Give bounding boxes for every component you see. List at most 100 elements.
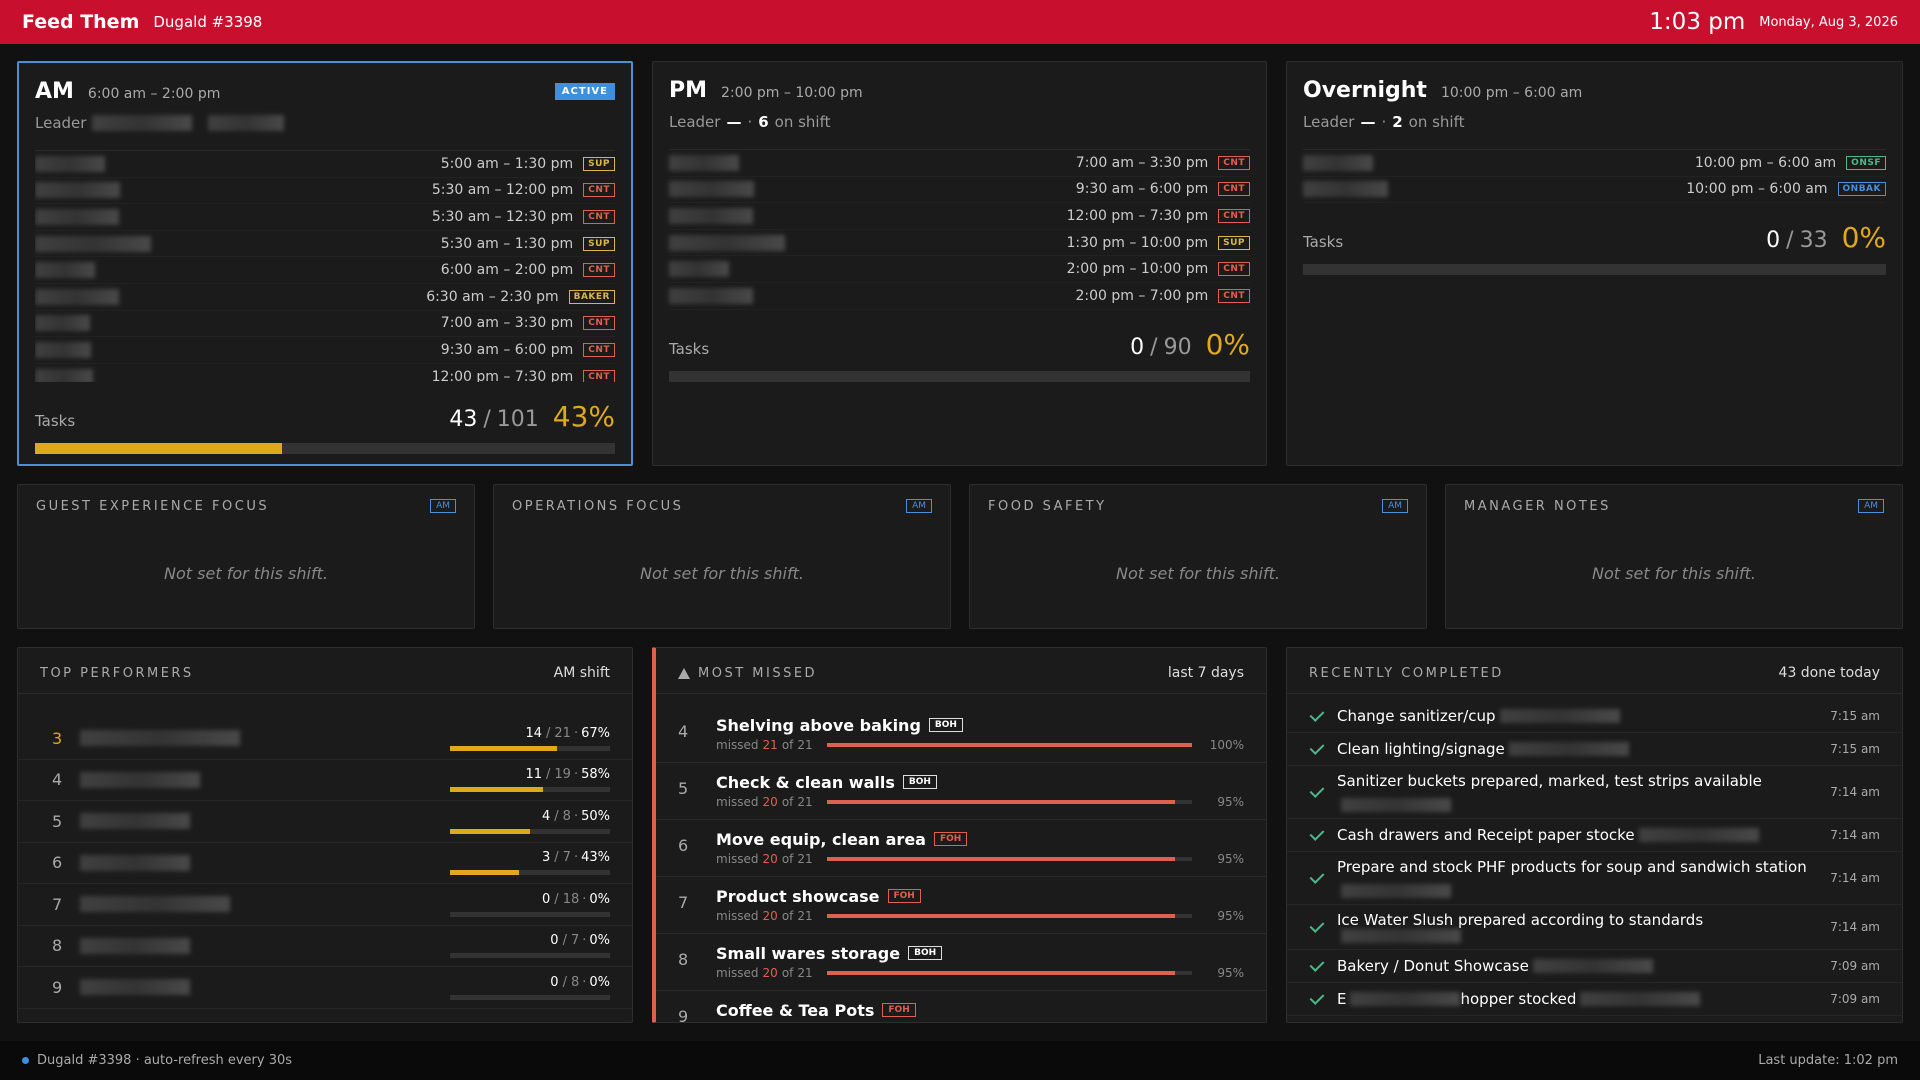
of-label: of: [781, 909, 794, 923]
bottom-row: TOP PERFORMERS AM shift 3 14/21 · 67% 4 11/19 · 5…: [17, 647, 1903, 1023]
score-track: [450, 745, 610, 751]
completed-time: 7:15 am: [1830, 709, 1880, 723]
task-title: Check & clean walls: [716, 772, 895, 792]
redacted: [35, 262, 95, 279]
missed-body: Coffee & Tea Pots FOH: [716, 997, 1244, 1022]
leader-label: Leader: [669, 113, 721, 131]
separator: ·: [1381, 113, 1387, 131]
of-label: of: [781, 738, 794, 752]
percent: 50%: [581, 808, 610, 824]
staff-time: 12:00 pm – 7:30 pm: [1066, 207, 1209, 224]
redacted: [35, 182, 120, 199]
staff-time: 5:00 am – 1:30 pm: [440, 155, 574, 172]
slash: /: [554, 850, 559, 866]
redacted: [80, 813, 190, 830]
redacted: [80, 896, 230, 913]
most-missed: MOST MISSED last 7 days 4 Shelving above ba…: [652, 647, 1267, 1023]
on-shift-count: 2: [1392, 113, 1403, 131]
area-tag: BOH: [928, 718, 963, 732]
task-text: Clean lighting/signage: [1337, 740, 1505, 758]
completed-text: Clean lighting/signage: [1337, 740, 1818, 758]
role-badge: ONBAK: [1837, 182, 1886, 197]
redacted: [1638, 828, 1759, 842]
date: Monday, Aug 3, 2026: [1759, 14, 1898, 30]
staff-time: 6:00 am – 2:00 pm: [440, 262, 574, 279]
missed-label: missed: [716, 966, 759, 980]
completed-text: Prepare and stock PHF products for soup …: [1337, 858, 1818, 898]
of-count: 21: [797, 909, 813, 923]
rank: 8: [52, 936, 63, 956]
missed-line: missed 20 of 21 95%: [716, 795, 1244, 809]
missed-track: [826, 914, 1192, 918]
staff-row: 2:00 pm – 7:00 pm CNT: [669, 283, 1250, 310]
shift-leader: Leader — · 2 on shift: [1303, 111, 1886, 133]
score-col: 4/8 · 50%: [450, 809, 610, 834]
progress-fill: [35, 443, 282, 454]
missed-row: 4 Shelving above baking BOH missed 21 of 21 100…: [656, 706, 1266, 763]
redacted: [35, 208, 119, 225]
progress-track: [669, 370, 1250, 382]
done: 3: [542, 850, 551, 866]
area-tag: FOH: [933, 832, 968, 846]
redacted: [208, 115, 285, 131]
missed-row: 9 Coffee & Tea Pots FOH: [656, 991, 1266, 1022]
separator: ·: [582, 974, 587, 990]
tasks-total: 33: [1799, 228, 1828, 254]
redacted: [669, 287, 753, 304]
separator: ·: [573, 808, 579, 824]
staff-row: 7:00 am – 3:30 pm CNT: [669, 150, 1250, 177]
staff-row: 12:00 pm – 7:30 pm CNT: [669, 203, 1250, 230]
of-label: of: [781, 852, 794, 866]
task-name: Move equip, clean area FOH: [716, 826, 1244, 852]
task-text: hopper stocked: [1460, 990, 1577, 1008]
completed-text: Change sanitizer/cup: [1337, 707, 1818, 725]
role-badge: BAKER: [568, 289, 615, 304]
missed-count: 20: [762, 852, 778, 866]
role-badge: CNT: [583, 369, 615, 382]
completed-time: 7:09 am: [1830, 992, 1880, 1006]
completed-row: Sanitizer buckets prepared, marked, test…: [1287, 766, 1902, 819]
tasks-row: Tasks 0/90 0%: [669, 328, 1250, 361]
panel-head: RECENTLY COMPLETED 43 done today: [1287, 648, 1902, 694]
task-text: Cash drawers and Receipt paper stocke: [1337, 826, 1635, 844]
redacted: [80, 771, 200, 788]
staff-time: 7:00 am – 3:30 pm: [440, 315, 574, 332]
slash: /: [554, 808, 559, 824]
area-tag: FOH: [887, 889, 921, 903]
task-name: Product showcase FOH: [716, 883, 1244, 909]
percent: 58%: [581, 767, 610, 783]
separator: ·: [573, 850, 579, 866]
slash: /: [562, 933, 567, 949]
slash: /: [546, 725, 551, 741]
staff-time: 5:30 am – 12:30 pm: [431, 208, 574, 225]
missed-label: missed: [716, 909, 759, 923]
rank: 6: [678, 836, 689, 855]
slash: /: [546, 767, 551, 783]
tasks-percent: 43%: [552, 400, 615, 433]
panel-scope: last 7 days: [1167, 665, 1244, 681]
score-track: [450, 870, 610, 876]
staff-time: 12:00 pm – 7:30 pm: [431, 368, 574, 382]
task-name: Check & clean walls BOH: [716, 769, 1244, 795]
focus-message: Not set for this shift.: [640, 564, 804, 583]
missed-line: missed 21 of 21 100%: [716, 738, 1244, 752]
performer-row: 6 3/7 · 43%: [18, 843, 632, 884]
redacted: [92, 115, 193, 131]
staff-row: 10:00 pm – 6:00 am ONSF: [1303, 150, 1886, 177]
staff-list: 10:00 pm – 6:00 am ONSF 10:00 pm – 6:00 am…: [1303, 149, 1886, 204]
percent: 67%: [581, 725, 610, 741]
check-icon: [1309, 706, 1325, 722]
of-count: 21: [797, 795, 813, 809]
check-icon: [1309, 868, 1325, 884]
score-bar: [450, 870, 519, 876]
staff-time: 10:00 pm – 6:00 am: [1686, 181, 1828, 198]
task-title: Move equip, clean area: [716, 829, 926, 849]
leader-label: Leader: [1303, 113, 1355, 131]
area-tag: BOH: [902, 775, 937, 789]
task-text: Bakery / Donut Showcase: [1337, 957, 1529, 975]
role-badge: SUP: [583, 236, 615, 251]
redacted: [1341, 929, 1461, 943]
tasks-count: 0/90: [1130, 335, 1191, 360]
missed-count: 20: [762, 966, 778, 980]
on-shift-count: 6: [758, 113, 769, 131]
